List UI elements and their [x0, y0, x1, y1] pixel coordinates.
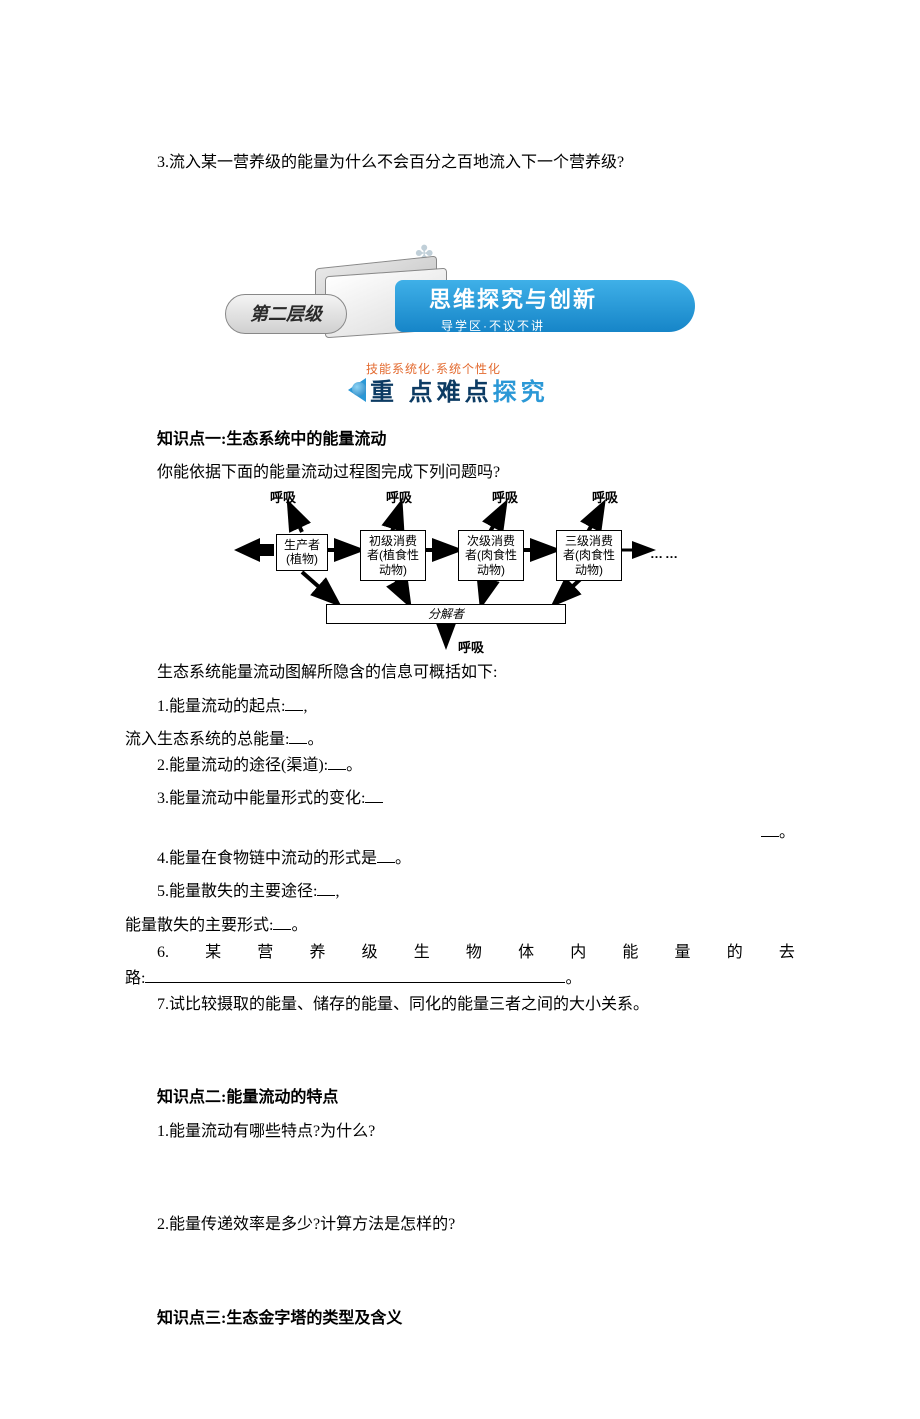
gap	[125, 1246, 795, 1306]
section3-heading: 知识点三:生态金字塔的类型及含义	[125, 1306, 795, 1332]
comma: ,	[303, 698, 307, 715]
comma: ,	[335, 883, 339, 900]
item-text: 能量散失的主要形式:	[125, 917, 273, 934]
item-3: 3.能量流动中能量形式的变化:	[125, 786, 795, 812]
period: 。	[779, 824, 795, 841]
sp-char: 6.	[157, 940, 169, 966]
banner-title: 思维探究与创新	[395, 280, 695, 317]
sp-char: 体	[518, 940, 534, 966]
section1-lead: 你能依据下面的能量流动过程图完成下列问题吗?	[125, 460, 795, 486]
sp-char: 内	[570, 940, 586, 966]
sp-char: 某	[205, 940, 221, 966]
blank	[317, 879, 335, 896]
tertiary-box: 三级消费 者(肉食性 动物)	[556, 530, 622, 581]
kp-char: 难点	[437, 379, 493, 406]
page: 3.流入某一营养级的能量为什么不会百分之百地流入下一个营养级? ✤ 思维探究与创…	[0, 0, 920, 1419]
sp-char: 营	[257, 940, 273, 966]
resp-label: 呼吸	[386, 488, 412, 509]
node-text: (植物)	[279, 552, 325, 566]
level-banner: ✤ 思维探究与创新 导学区·不议不讲 第二层级	[225, 236, 695, 346]
period: 。	[346, 757, 362, 774]
item-text: 3.能量流动中能量形式的变化:	[157, 790, 365, 807]
decomposer-box: 分解者	[326, 604, 566, 624]
node-text: 三级消费	[559, 534, 619, 548]
secondary-box: 次级消费 者(肉食性 动物)	[458, 530, 524, 581]
level-label: 第二层级	[225, 294, 347, 334]
blank	[761, 820, 779, 837]
item6-lead: 路:	[125, 970, 145, 987]
node-text: 动物)	[461, 563, 521, 577]
item-text: 2.能量流动的途径(渠道):	[157, 757, 328, 774]
sp-char: 养	[309, 940, 325, 966]
banner-subtitle: 导学区·不议不讲	[395, 317, 695, 332]
item-text: 4.能量在食物链中流动的形式是	[157, 850, 377, 867]
sp-char: 物	[466, 940, 482, 966]
blank-long	[145, 966, 565, 983]
blank	[365, 786, 383, 803]
period: 。	[565, 970, 581, 987]
node-text: 动物)	[559, 563, 619, 577]
banner-wrap: ✤ 思维探究与创新 导学区·不议不讲 第二层级 技能系统化·系统个性化 重 点难…	[125, 236, 795, 419]
resp-label: 呼吸	[492, 488, 518, 509]
item-text: 1.能量流动的起点:	[157, 698, 285, 715]
producer-box: 生产者 (植物)	[276, 534, 328, 571]
blank	[328, 753, 346, 770]
sp-char: 级	[362, 940, 378, 966]
dots-label: ……	[650, 544, 680, 565]
section1-heading: 知识点一:生态系统中的能量流动	[125, 427, 795, 453]
item-1a: 1.能量流动的起点:,	[125, 694, 795, 720]
resp-label: 呼吸	[270, 488, 296, 509]
node-text: 生产者	[279, 538, 325, 552]
blank	[273, 913, 291, 930]
resp-label-bottom: 呼吸	[458, 638, 484, 659]
keypoints-banner: 技能系统化·系统个性化 重 点难点探究	[330, 360, 590, 410]
primary-box: 初级消费 者(植食性 动物)	[360, 530, 426, 581]
item-2: 2.能量流动的途径(渠道): 。	[125, 753, 795, 779]
blue-band: 思维探究与创新 导学区·不议不讲	[395, 280, 695, 332]
section2-q2: 2.能量传递效率是多少?计算方法是怎样的?	[125, 1212, 795, 1238]
period: 。	[395, 850, 411, 867]
node-text: 动物)	[363, 563, 423, 577]
energy-flow-diagram: 呼吸 呼吸 呼吸 呼吸 生产者 (植物) 初级消费 者(植食性 动物) 次级消费…	[230, 494, 690, 654]
node-text: 初级消费	[363, 534, 423, 548]
kp-char-accent: 探究	[493, 379, 549, 406]
kp-char-accent	[398, 379, 409, 406]
sp-char: 去	[779, 940, 795, 966]
blank	[377, 846, 395, 863]
kp-main-text: 重 点难点探究	[370, 374, 549, 412]
after-diagram-text: 生态系统能量流动图解所隐含的信息可概括如下:	[125, 660, 795, 686]
node-text: 者(肉食性	[461, 548, 521, 562]
kp-char: 点	[409, 379, 437, 406]
sp-char: 的	[727, 940, 743, 966]
item-3-tail: 。	[125, 820, 795, 846]
q3-top: 3.流入某一营养级的能量为什么不会百分之百地流入下一个营养级?	[125, 150, 795, 176]
item-text: 5.能量散失的主要途径:	[157, 883, 317, 900]
item-1b: 流入生态系统的总能量: 。	[125, 727, 795, 753]
blank	[289, 727, 307, 744]
item-5a: 5.能量散失的主要途径:,	[125, 879, 795, 905]
item-5b: 能量散失的主要形式: 。	[125, 913, 795, 939]
decomposer-text: 分解者	[428, 607, 464, 621]
item-text: 流入生态系统的总能量:	[125, 731, 289, 748]
item-4: 4.能量在食物链中流动的形式是 。	[125, 846, 795, 872]
gap	[125, 1152, 795, 1212]
sp-char: 量	[675, 940, 691, 966]
node-text: 者(肉食性	[559, 548, 619, 562]
node-text: 次级消费	[461, 534, 521, 548]
sp-char: 能	[622, 940, 638, 966]
period: 。	[291, 917, 307, 934]
item-6-line2: 路: 。	[125, 966, 795, 992]
period: 。	[307, 731, 323, 748]
section2-q1: 1.能量流动有哪些特点?为什么?	[125, 1119, 795, 1145]
sp-char: 生	[414, 940, 430, 966]
gap	[125, 1025, 795, 1085]
item-7: 7.试比较摄取的能量、储存的能量、同化的能量三者之间的大小关系。	[125, 992, 795, 1018]
kp-char: 重	[370, 379, 398, 406]
blank	[285, 694, 303, 711]
item-6-line1: 6. 某 营 养 级 生 物 体 内 能 量 的 去	[125, 940, 795, 966]
section2-heading: 知识点二:能量流动的特点	[125, 1085, 795, 1111]
node-text: 者(植食性	[363, 548, 423, 562]
resp-label: 呼吸	[592, 488, 618, 509]
